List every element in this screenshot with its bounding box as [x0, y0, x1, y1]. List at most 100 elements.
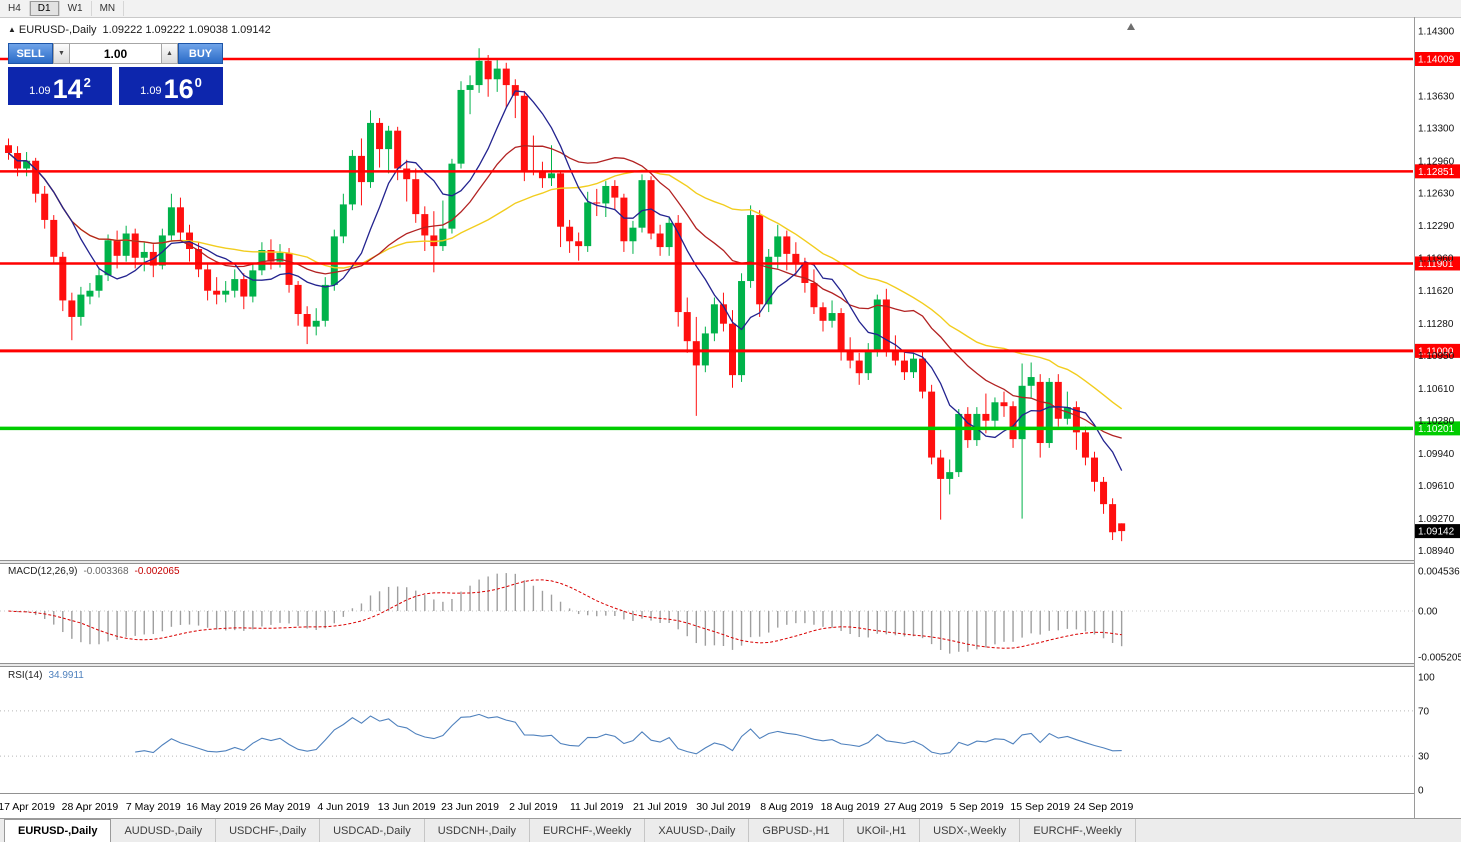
candle: [131, 228, 139, 269]
candle: [5, 138, 12, 160]
volume-decrease-button[interactable]: ▼: [53, 43, 70, 64]
candle: [1018, 363, 1026, 519]
tab-eurchf-weekly[interactable]: EURCHF-,Weekly: [530, 819, 646, 842]
price-axis-label: 1.12960: [1418, 156, 1455, 167]
rsi-line: [135, 713, 1122, 755]
candle: [557, 170, 565, 248]
candle: [149, 244, 157, 278]
macd-axis-label: -0.005205: [1418, 653, 1461, 664]
sell-price-big: 14: [52, 74, 83, 105]
buy-price-sup: 0: [194, 75, 202, 90]
candle: [738, 273, 746, 382]
candle: [620, 193, 628, 252]
candle: [511, 79, 519, 119]
candle: [1063, 391, 1071, 425]
price-axis-label: 1.13300: [1418, 123, 1455, 134]
candle: [529, 135, 537, 176]
candle: [348, 150, 356, 211]
candle: [439, 200, 447, 251]
price-axis-label: 1.09940: [1418, 449, 1455, 460]
volume-input[interactable]: [70, 43, 161, 64]
tab-usdcad-daily[interactable]: USDCAD-,Daily: [320, 819, 425, 842]
timeframe-toolbar: H4 D1 W1 MN: [0, 0, 1461, 18]
price-axis-label: 1.14300: [1418, 26, 1455, 37]
tab-usdx-weekly[interactable]: USDX-,Weekly: [920, 819, 1021, 842]
date-label: 30 Jul 2019: [696, 801, 750, 813]
date-label: 23 Jun 2019: [441, 801, 499, 813]
candle: [303, 306, 311, 345]
buy-price-prefix: 1.09: [140, 85, 162, 97]
date-label: 28 Apr 2019: [62, 801, 119, 813]
tab-usdchf-daily[interactable]: USDCHF-,Daily: [216, 819, 321, 842]
candle: [1000, 391, 1008, 417]
tab-ukoil-h1[interactable]: UKOil-,H1: [844, 819, 921, 842]
candle: [50, 215, 58, 264]
tab-audusd-daily[interactable]: AUDUSD-,Daily: [111, 819, 217, 842]
candle: [538, 161, 546, 188]
candle: [1109, 498, 1117, 541]
buy-button[interactable]: BUY: [178, 43, 223, 64]
candle: [946, 459, 954, 495]
date-label: 24 Sep 2019: [1074, 801, 1134, 813]
candle: [330, 229, 338, 291]
candle: [593, 188, 601, 217]
timeframe-button-h4[interactable]: H4: [0, 1, 30, 16]
tab-usdcnh-daily[interactable]: USDCNH-,Daily: [425, 819, 530, 842]
tab-gbpusd-h1[interactable]: GBPUSD-,H1: [749, 819, 844, 842]
panel-splitter[interactable]: [0, 560, 1414, 564]
level-badge-1.12851: [1415, 164, 1460, 179]
price-axis-label: 1.11960: [1418, 253, 1454, 264]
macd-signal-line: [8, 579, 1122, 649]
panel-splitter[interactable]: [0, 663, 1414, 667]
candle: [285, 248, 293, 293]
chart-canvas[interactable]: 1.140091.128511.119011.110001.102011.143…: [0, 17, 1461, 818]
candle: [294, 281, 302, 326]
candle: [548, 145, 555, 186]
volume-increase-button[interactable]: ▲: [161, 43, 178, 64]
candle: [656, 224, 664, 256]
price-axis-label: 1.10950: [1418, 351, 1455, 362]
candle: [665, 217, 673, 256]
sell-button[interactable]: SELL: [8, 43, 53, 64]
level-badge-text: 1.11000: [1418, 346, 1454, 357]
tab-eurchf-weekly[interactable]: EURCHF-,Weekly: [1020, 819, 1136, 842]
level-badge-1.11901: [1415, 256, 1460, 271]
candle: [339, 193, 347, 244]
candle: [213, 277, 221, 305]
price-axis-label: 1.13630: [1418, 91, 1455, 102]
date-label: 2 Jul 2019: [509, 801, 558, 813]
price-axis-label: 1.11280: [1418, 319, 1454, 330]
date-label: 18 Aug 2019: [821, 801, 880, 813]
shift-marker-icon[interactable]: [1127, 23, 1135, 30]
date-label: 4 Jun 2019: [317, 801, 369, 813]
candle: [629, 220, 637, 254]
candle: [86, 282, 94, 305]
candle: [267, 239, 275, 270]
candle: [566, 219, 574, 253]
tab-eurusd-daily[interactable]: EURUSD-,Daily: [4, 819, 112, 842]
tab-xauusd-daily[interactable]: XAUUSD-,Daily: [645, 819, 750, 842]
candle: [855, 352, 863, 385]
volume-down-icon: ▼: [58, 50, 65, 57]
candle: [195, 242, 203, 278]
rsi-axis-label: 0: [1418, 786, 1424, 797]
candle: [1072, 401, 1080, 450]
date-label: 15 Sep 2019: [1010, 801, 1070, 813]
candle: [176, 197, 184, 241]
level-badge-1.11000: [1415, 343, 1460, 358]
current-price-text: 1.09142: [1418, 527, 1455, 538]
candle: [95, 267, 103, 298]
price-axis-label: 1.10610: [1418, 384, 1455, 395]
candle: [240, 273, 248, 310]
candle: [1009, 401, 1017, 448]
candle: [846, 337, 854, 369]
price-axis-label: 1.09610: [1418, 481, 1455, 492]
timeframe-button-d1[interactable]: D1: [29, 1, 60, 16]
timeframe-button-mn[interactable]: MN: [92, 1, 125, 16]
timeframe-button-w1[interactable]: W1: [60, 1, 92, 16]
ma-fast-line: [8, 90, 1123, 471]
macd-histogram: [16, 573, 1123, 654]
date-label: 5 Sep 2019: [950, 801, 1004, 813]
level-badge-text: 1.12851: [1418, 167, 1455, 178]
